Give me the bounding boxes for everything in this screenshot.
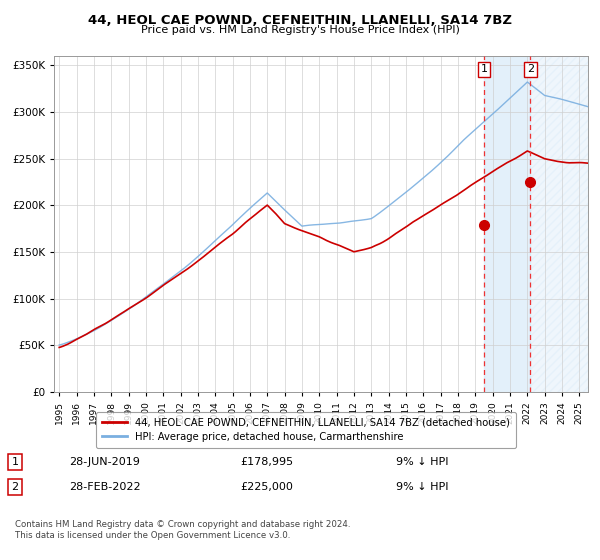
Text: 2: 2 [11, 482, 19, 492]
Bar [530, 56, 588, 392]
Text: 1: 1 [11, 457, 19, 467]
Text: 44, HEOL CAE POWND, CEFNEITHIN, LLANELLI, SA14 7BZ: 44, HEOL CAE POWND, CEFNEITHIN, LLANELLI… [88, 14, 512, 27]
Text: Contains HM Land Registry data © Crown copyright and database right 2024.
This d: Contains HM Land Registry data © Crown c… [15, 520, 350, 540]
Text: 2: 2 [527, 64, 534, 74]
Text: Price paid vs. HM Land Registry's House Price Index (HPI): Price paid vs. HM Land Registry's House … [140, 25, 460, 35]
Legend: 44, HEOL CAE POWND, CEFNEITHIN, LLANELLI, SA14 7BZ (detached house), HPI: Averag: 44, HEOL CAE POWND, CEFNEITHIN, LLANELLI… [96, 412, 516, 448]
Text: £225,000: £225,000 [240, 482, 293, 492]
Text: 1: 1 [481, 64, 487, 74]
Text: £178,995: £178,995 [240, 457, 293, 467]
Text: 28-FEB-2022: 28-FEB-2022 [69, 482, 140, 492]
Text: 28-JUN-2019: 28-JUN-2019 [69, 457, 140, 467]
Text: 9% ↓ HPI: 9% ↓ HPI [396, 482, 449, 492]
Text: 9% ↓ HPI: 9% ↓ HPI [396, 457, 449, 467]
Bar [484, 56, 530, 392]
